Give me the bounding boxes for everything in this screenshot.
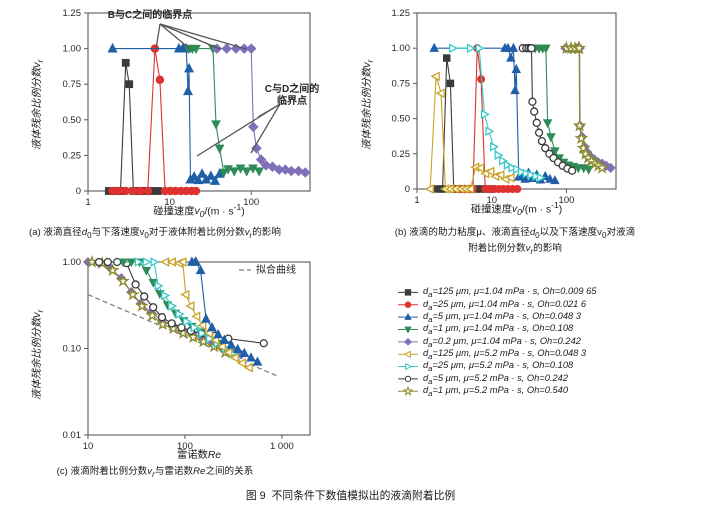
svg-text:0.75: 0.75 <box>63 79 82 90</box>
svg-text:1.25: 1.25 <box>392 8 411 19</box>
svg-text:0.25: 0.25 <box>63 150 82 161</box>
svg-text:拟合曲线: 拟合曲线 <box>256 263 296 276</box>
svg-text:1.00: 1.00 <box>63 44 82 55</box>
svg-text:C与D之间的: C与D之间的 <box>265 82 319 95</box>
svg-text:1.25: 1.25 <box>63 8 82 19</box>
svg-text:0.50: 0.50 <box>63 115 82 126</box>
svg-text:0.10: 0.10 <box>63 344 82 355</box>
svg-text:临界点: 临界点 <box>277 94 307 107</box>
svg-text:0.50: 0.50 <box>392 114 411 125</box>
svg-text:0.25: 0.25 <box>392 149 411 160</box>
svg-text:0: 0 <box>76 186 81 197</box>
svg-text:1.00: 1.00 <box>392 43 411 54</box>
svg-text:0.75: 0.75 <box>392 78 411 89</box>
svg-text:0: 0 <box>405 184 410 195</box>
svg-text:1.00: 1.00 <box>63 257 82 268</box>
svg-text:0.01: 0.01 <box>63 430 82 441</box>
svg-text:B与C之间的临界点: B与C之间的临界点 <box>108 8 192 21</box>
